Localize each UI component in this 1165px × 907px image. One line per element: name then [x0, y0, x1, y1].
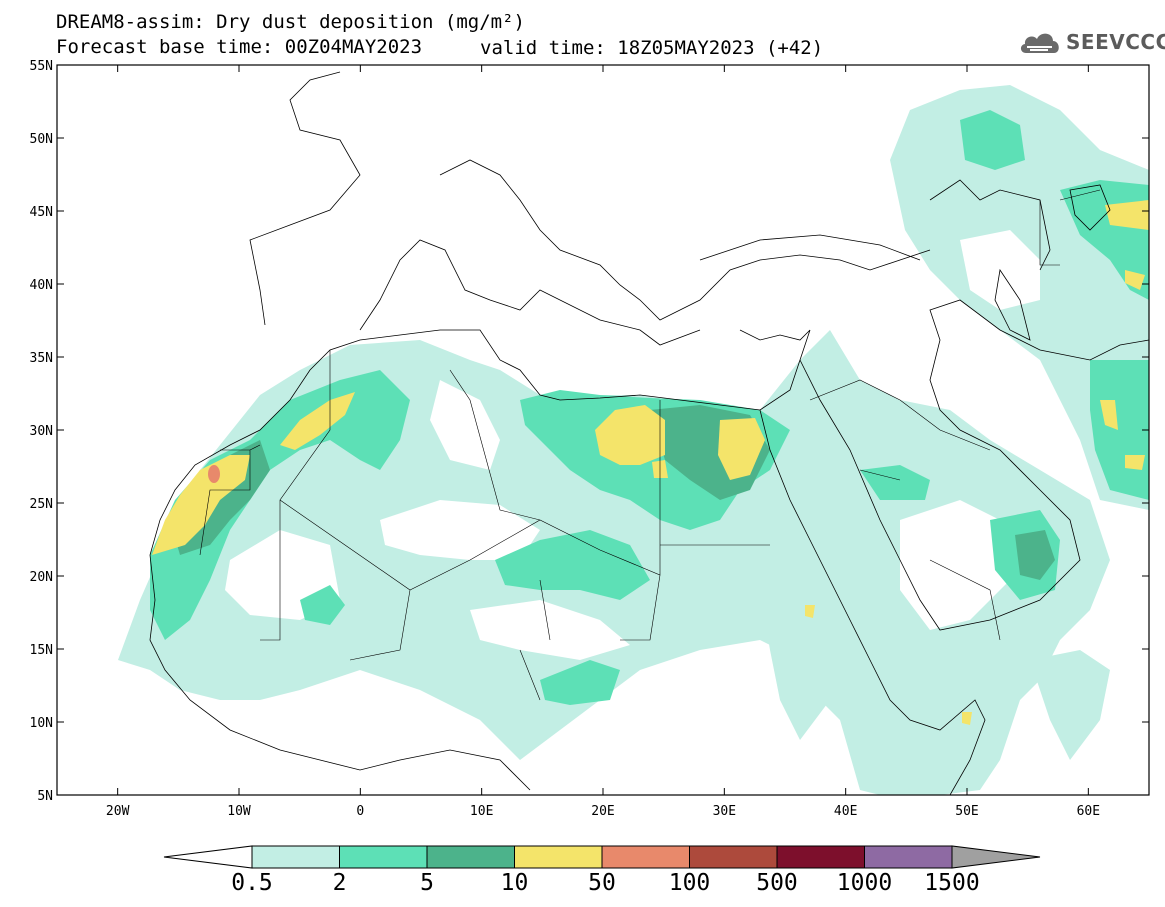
map-title: DREAM8-assim: Dry dust deposition (mg/m²…	[56, 11, 525, 33]
lon-label: 60E	[1077, 804, 1100, 819]
clear-area-arabia	[900, 500, 1010, 630]
dust-region-high-somalia	[962, 712, 972, 725]
clear-area-libya	[430, 380, 500, 470]
colorbar-swatch	[514, 845, 603, 869]
forecast-base-time: Forecast base time: 00Z04MAY2023	[56, 36, 423, 58]
clear-area-sahara-central	[380, 500, 540, 560]
dust-region-high-atlas	[280, 392, 355, 450]
colorbar-label: 1500	[924, 870, 979, 896]
coastlines	[149, 71, 1149, 795]
lat-label: 40N	[30, 278, 53, 293]
lat-label: 25N	[30, 497, 53, 512]
dust-region-high-iran	[1125, 270, 1145, 290]
lon-label: 50E	[955, 804, 978, 819]
lat-label: 55N	[30, 59, 53, 74]
colorbar-label: 10	[501, 870, 529, 896]
dust-region-medium-arabia-north	[860, 465, 930, 500]
lon-label: 30E	[713, 804, 736, 819]
longitude-axis: 20W 10W 0 10E 20E 30E 40E 50E 60E	[106, 65, 1100, 819]
cloud-icon	[1020, 33, 1059, 53]
lon-label: 10W	[227, 804, 251, 819]
lat-label: 10N	[30, 716, 53, 731]
colorbar-label: 50	[588, 870, 616, 896]
dust-region-high-gulf	[1100, 400, 1118, 430]
colorbar-label: 100	[669, 870, 711, 896]
lat-label: 35N	[30, 351, 53, 366]
valid-time: valid time: 18Z05MAY2023 (+42)	[480, 37, 824, 59]
colorbar-swatch	[864, 845, 953, 869]
colorbar-label: 5	[420, 870, 434, 896]
dust-region-light-south	[1030, 650, 1110, 760]
dust-region-medium-kazakh	[960, 110, 1025, 170]
dust-region-high-egypt	[718, 418, 765, 480]
colorbar-under-triangle	[163, 845, 253, 869]
dust-field	[118, 85, 1149, 795]
colorbar-label: 2	[333, 870, 347, 896]
dust-region-light-east-africa	[760, 590, 840, 740]
dust-region-high-morocco	[152, 455, 250, 555]
lon-label: 40E	[834, 804, 857, 819]
dust-region-medium-chad	[495, 530, 650, 600]
dust-region-high-caspian	[1105, 200, 1149, 230]
lon-label: 20E	[591, 804, 614, 819]
colorbar-label: 0.5	[231, 870, 273, 896]
lon-label: 0	[356, 804, 364, 819]
clear-area-sahel	[470, 600, 630, 660]
colorbar-swatch	[426, 845, 515, 869]
dust-region-peak-western-sahara	[208, 465, 220, 483]
country-borders	[199, 189, 1101, 701]
latitude-axis: 55N 50N 45N 40N 35N 30N 25N 20N 15N 10N 5N	[30, 59, 1149, 804]
lat-label: 20N	[30, 570, 53, 585]
lon-label: 10E	[470, 804, 493, 819]
logo-text: SEEVCCC	[1066, 30, 1165, 54]
colorbar-swatch	[339, 845, 428, 869]
dust-region-high-libya	[595, 405, 665, 465]
colorbar-swatch	[601, 845, 690, 869]
colorbar-swatch	[251, 845, 340, 869]
colorbar-swatch	[776, 845, 865, 869]
lat-label: 5N	[37, 789, 53, 804]
colorbar-label: 500	[756, 870, 798, 896]
dust-region-medium-mali	[300, 585, 345, 625]
lon-label: 20W	[106, 804, 130, 819]
colorbar-label: 1000	[837, 870, 892, 896]
lat-label: 15N	[30, 643, 53, 658]
colorbar-over-triangle	[951, 845, 1041, 869]
dust-region-medium-morocco	[150, 370, 410, 640]
colorbar-swatch	[689, 845, 778, 869]
dust-region-strong-arabia	[1015, 530, 1055, 580]
dust-region-medium-sahel	[540, 660, 620, 705]
dust-region-high-gulf-2	[1125, 455, 1145, 470]
seevccc-logo: SEEVCCC	[1018, 26, 1165, 58]
lat-label: 45N	[30, 205, 53, 220]
lat-label: 30N	[30, 424, 53, 439]
dust-region-high-ethiopia	[805, 605, 815, 618]
colorbar: 0.5 2 5 10 50 100 500 1000 1500	[163, 845, 1041, 896]
lat-label: 50N	[30, 132, 53, 147]
